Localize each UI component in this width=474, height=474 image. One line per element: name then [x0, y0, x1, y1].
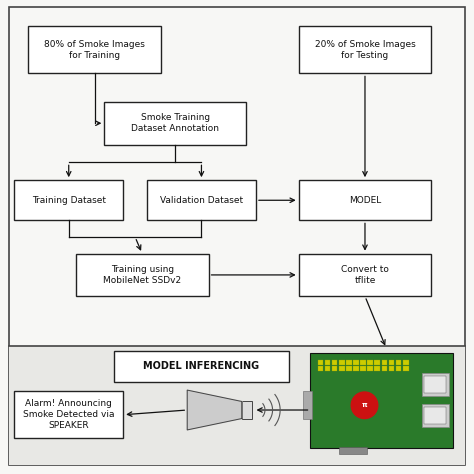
FancyBboxPatch shape: [325, 366, 330, 371]
Text: Training using
MobileNet SSDv2: Training using MobileNet SSDv2: [103, 265, 181, 285]
FancyBboxPatch shape: [403, 366, 409, 371]
FancyBboxPatch shape: [346, 366, 352, 371]
FancyBboxPatch shape: [360, 366, 366, 371]
Text: Training Dataset: Training Dataset: [32, 196, 106, 205]
FancyBboxPatch shape: [299, 180, 431, 220]
FancyBboxPatch shape: [28, 26, 161, 73]
FancyBboxPatch shape: [382, 366, 387, 371]
FancyBboxPatch shape: [339, 360, 345, 365]
Text: MODEL INFERENCING: MODEL INFERENCING: [144, 361, 259, 371]
FancyBboxPatch shape: [332, 366, 337, 371]
FancyBboxPatch shape: [374, 366, 380, 371]
FancyBboxPatch shape: [76, 254, 209, 296]
FancyBboxPatch shape: [318, 360, 323, 365]
FancyBboxPatch shape: [339, 447, 367, 454]
FancyBboxPatch shape: [367, 360, 373, 365]
FancyBboxPatch shape: [360, 360, 366, 365]
Text: π: π: [362, 402, 367, 408]
Text: Convert to
tflite: Convert to tflite: [341, 265, 389, 285]
FancyBboxPatch shape: [9, 7, 465, 465]
FancyBboxPatch shape: [299, 254, 431, 296]
FancyBboxPatch shape: [389, 360, 394, 365]
FancyBboxPatch shape: [242, 401, 252, 419]
FancyBboxPatch shape: [310, 353, 453, 448]
FancyBboxPatch shape: [325, 360, 330, 365]
Circle shape: [351, 392, 378, 419]
FancyBboxPatch shape: [396, 360, 401, 365]
FancyBboxPatch shape: [346, 360, 352, 365]
FancyBboxPatch shape: [382, 360, 387, 365]
FancyBboxPatch shape: [14, 180, 123, 220]
FancyBboxPatch shape: [147, 180, 256, 220]
FancyBboxPatch shape: [422, 404, 449, 427]
Text: 20% of Smoke Images
for Testing: 20% of Smoke Images for Testing: [315, 40, 415, 60]
FancyBboxPatch shape: [114, 351, 289, 382]
FancyBboxPatch shape: [9, 346, 465, 465]
Text: Validation Dataset: Validation Dataset: [160, 196, 243, 205]
FancyBboxPatch shape: [403, 360, 409, 365]
FancyBboxPatch shape: [367, 366, 373, 371]
FancyBboxPatch shape: [332, 360, 337, 365]
FancyBboxPatch shape: [422, 373, 449, 396]
Text: MODEL: MODEL: [349, 196, 381, 205]
FancyBboxPatch shape: [396, 366, 401, 371]
FancyBboxPatch shape: [424, 376, 446, 393]
FancyBboxPatch shape: [318, 366, 323, 371]
Text: Smoke Training
Dataset Annotation: Smoke Training Dataset Annotation: [131, 113, 219, 133]
Polygon shape: [187, 390, 242, 430]
FancyBboxPatch shape: [353, 366, 359, 371]
FancyBboxPatch shape: [353, 360, 359, 365]
FancyBboxPatch shape: [339, 366, 345, 371]
FancyBboxPatch shape: [424, 407, 446, 424]
FancyBboxPatch shape: [299, 26, 431, 73]
Text: 80% of Smoke Images
for Training: 80% of Smoke Images for Training: [45, 40, 145, 60]
FancyBboxPatch shape: [303, 391, 312, 419]
FancyBboxPatch shape: [104, 102, 246, 145]
Text: Alarm! Announcing
Smoke Detected via
SPEAKER: Alarm! Announcing Smoke Detected via SPE…: [23, 399, 115, 430]
FancyBboxPatch shape: [389, 366, 394, 371]
FancyBboxPatch shape: [14, 391, 123, 438]
FancyBboxPatch shape: [374, 360, 380, 365]
